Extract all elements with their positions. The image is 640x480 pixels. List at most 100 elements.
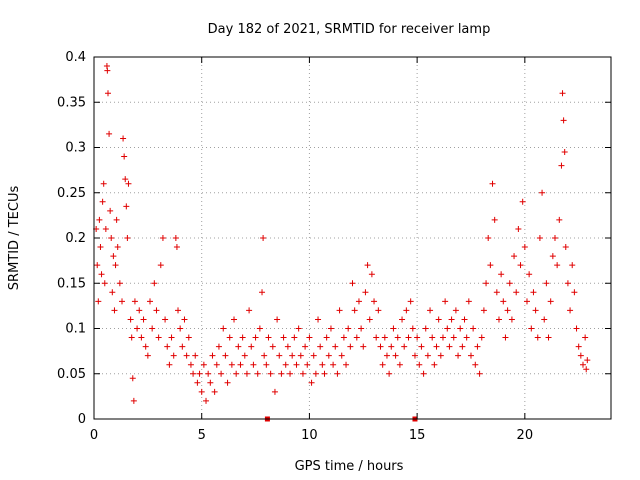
data-point [101,280,108,287]
data-point [559,90,566,97]
data-point [373,334,380,341]
data-point [111,307,118,314]
grid-lines [94,57,611,419]
data-point [100,180,107,187]
data-point [366,316,373,323]
data-point [448,316,455,323]
data-point [364,262,371,269]
data-point [254,370,261,377]
data-point [151,280,158,287]
data-point [582,334,589,341]
data-point [330,361,337,368]
data-point [121,153,128,160]
data-point [569,262,576,269]
data-point [439,334,446,341]
data-point [138,334,145,341]
x-tick-label: 5 [198,428,206,443]
data-point [209,352,216,359]
data-point [237,361,244,368]
data-point [102,225,109,232]
data-point [480,307,487,314]
data-point [315,316,322,323]
data-point [122,176,129,183]
data-point [99,198,106,205]
data-point [362,289,369,296]
data-point [215,343,222,350]
data-point [119,298,126,305]
data-point [177,325,184,332]
data-point [353,334,360,341]
data-point [349,280,356,287]
y-tick-label: 0.05 [57,367,86,382]
data-point [422,325,429,332]
data-point [508,316,515,323]
data-point [411,352,418,359]
data-point [577,352,584,359]
y-tick-label: 0.2 [65,231,86,246]
data-point [218,370,225,377]
data-point [134,325,141,332]
data-point [450,334,457,341]
data-point [142,343,149,350]
data-point [129,375,136,382]
data-point [498,271,505,278]
data-point [523,298,530,305]
data-point [239,334,246,341]
data-point [127,316,134,323]
data-point [431,361,438,368]
data-point [105,90,112,97]
data-point [256,325,263,332]
data-point [166,361,173,368]
data-point [261,352,268,359]
data-point [435,316,442,323]
data-point [388,343,395,350]
data-point [340,334,347,341]
data-point [97,244,104,251]
data-point [551,235,558,241]
data-point [457,325,464,332]
data-point [211,388,218,395]
data-point [302,343,309,350]
data-point [416,361,423,368]
data-point [168,334,175,341]
x-axis-ticks: 0 5 10 15 20 [90,57,533,443]
data-point [491,216,498,223]
data-point [155,334,162,341]
data-point [465,298,472,305]
data-point [241,352,248,359]
data-point [554,262,561,269]
data-point [575,343,582,350]
data-point [284,343,291,350]
data-point [424,352,431,359]
data-point [394,334,401,341]
data-point [502,334,509,341]
data-point [110,253,117,260]
data-point [371,298,378,305]
data-point [291,334,298,341]
data-point [181,316,188,323]
data-point [500,298,507,305]
data-point [194,379,201,386]
data-point [583,366,590,373]
data-point [282,361,289,368]
data-point [504,307,511,314]
data-point [157,262,164,269]
data-point [379,361,386,368]
data-point [513,289,520,296]
data-point [179,343,186,350]
data-point [536,235,543,241]
data-point [278,370,285,377]
data-point [226,334,233,341]
data-point [274,316,281,323]
data-point [173,244,180,251]
data-point [418,343,425,350]
data-point [476,370,483,377]
data-point [196,370,203,377]
data-point [562,244,569,251]
data-point [297,352,304,359]
data-point [392,352,399,359]
data-point [515,225,522,232]
data-point [433,343,440,350]
data-point [319,361,326,368]
data-point [259,289,266,296]
